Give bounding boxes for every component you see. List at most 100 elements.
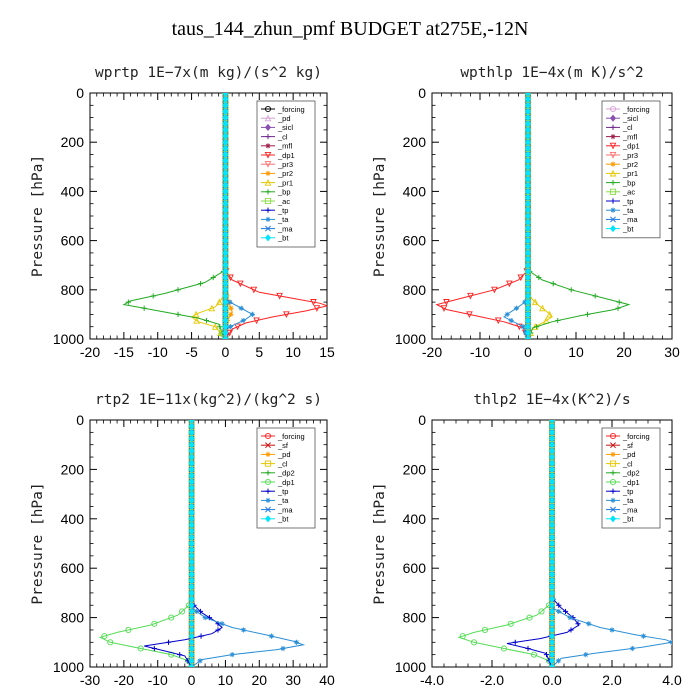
legend-marker — [610, 470, 616, 476]
y-tick-label: 600 — [403, 233, 427, 249]
legend-marker — [265, 225, 271, 232]
legend-marker — [264, 105, 272, 113]
legend-marker — [609, 432, 617, 440]
series-marker-bp — [550, 281, 556, 287]
legend-entry: _ac — [622, 188, 635, 197]
series-marker-bp — [592, 293, 598, 299]
series-marker-dp1 — [500, 645, 508, 652]
legend-marker — [264, 161, 272, 168]
panel-title: thlp2 1E−4x(K^2)/s — [473, 392, 630, 408]
legend-marker — [264, 432, 272, 440]
legend-marker — [265, 207, 271, 213]
legend-entry: _tp — [622, 197, 633, 206]
series-marker-dp1 — [470, 639, 478, 646]
legend-entry: _ma — [622, 505, 638, 514]
legend-marker — [264, 151, 272, 159]
series-marker-bt — [549, 663, 555, 667]
chart-panel-1: wprtp 1E−7x(m kg)/(s^2 kg) Pressure [hPa]… — [30, 65, 335, 360]
legend-marker — [265, 134, 271, 140]
legend-marker — [609, 169, 617, 177]
x-tick-label: -15 — [114, 344, 134, 360]
series-marker-ta — [249, 311, 256, 317]
series-marker-ta — [520, 324, 526, 330]
legend-marker — [610, 442, 616, 449]
series-marker-bp — [203, 317, 210, 324]
legend-marker — [610, 515, 616, 523]
legend-entry: _dp1 — [277, 151, 295, 160]
legend-marker — [265, 123, 271, 131]
series-marker-ma — [549, 420, 555, 423]
y-tick-label: 200 — [61, 134, 85, 150]
y-tick-label: 200 — [403, 461, 427, 477]
series-marker-dp1 — [491, 286, 498, 294]
legend-entry: _bt — [622, 224, 634, 233]
legend-entry: _ta — [277, 215, 289, 224]
series-marker-bt — [222, 335, 229, 339]
legend-entry: _bt — [277, 234, 289, 243]
legend-marker — [265, 216, 271, 222]
series-marker-ta — [609, 627, 615, 633]
series-marker-bp — [616, 299, 622, 305]
series-marker-bt — [525, 335, 531, 339]
legend-marker — [265, 488, 271, 494]
series-marker-ta — [197, 658, 203, 664]
x-tick-label: -4.0 — [420, 672, 444, 688]
x-tick-label: 40 — [319, 672, 335, 688]
legend-marker — [610, 225, 616, 233]
series-marker-dp1 — [227, 274, 234, 282]
series-marker-bt — [188, 663, 195, 667]
series-line-pr1 — [527, 93, 553, 339]
y-tick-label: 800 — [403, 610, 427, 626]
legend-entry: _ma — [277, 505, 293, 514]
legend-box — [601, 100, 661, 239]
legend-marker — [610, 161, 616, 167]
x-tick-label: -30 — [80, 672, 100, 688]
y-tick-label: 1000 — [395, 659, 426, 675]
y-tick-label: 400 — [403, 511, 427, 527]
series-marker-dp1 — [250, 286, 258, 294]
legend-marker — [265, 143, 271, 149]
series-line-ta — [551, 420, 672, 667]
x-tick-label: -10 — [148, 672, 168, 688]
series-marker-dp1 — [313, 305, 321, 312]
series-marker-bp — [125, 299, 131, 305]
series-marker-pr2 — [228, 311, 234, 317]
series-marker-bp — [175, 311, 181, 317]
series-marker-bp — [534, 324, 540, 330]
series-marker-bp — [198, 281, 204, 287]
panel-title: rtp2 1E−11x(kg^2)/(kg^2 s) — [95, 392, 322, 408]
series-line-bp — [527, 93, 631, 339]
series-marker-dp1 — [538, 608, 545, 615]
series-marker-ta — [240, 627, 247, 633]
legend-entry: _pd — [277, 450, 291, 459]
legend-marker — [609, 151, 617, 159]
series-line-ta — [191, 420, 306, 667]
series-marker-dp1 — [466, 311, 473, 319]
legend-marker — [609, 478, 617, 486]
series-marker-ma — [549, 664, 555, 667]
legend-entry: _pr1 — [622, 169, 638, 178]
legend-entry: _dp1 — [622, 478, 640, 487]
legend-marker — [265, 442, 271, 449]
series-marker-tp — [568, 627, 574, 633]
y-tick-label: 200 — [403, 134, 427, 150]
series-marker-ta — [229, 652, 235, 658]
legend-marker — [265, 515, 271, 523]
series-marker-ta — [227, 299, 233, 305]
x-tick-label: 10 — [218, 672, 234, 688]
legend-entry: _pr1 — [277, 178, 293, 187]
series-marker-ta — [583, 652, 589, 658]
legend-marker — [610, 207, 616, 213]
series-marker-ma — [222, 93, 229, 96]
x-tick-label: -20 — [114, 672, 134, 688]
x-tick-label: -20 — [422, 344, 442, 360]
legend-entry: _dp1 — [622, 142, 640, 151]
series-marker-dp1 — [310, 299, 317, 306]
series-marker-ta — [238, 305, 244, 311]
legend-marker — [609, 105, 617, 113]
legend-marker — [265, 506, 271, 513]
y-tick-label: 600 — [403, 560, 427, 576]
legend-entry: _sicl — [277, 123, 293, 132]
legend-entry: _cl — [622, 123, 633, 132]
series-line-tp — [506, 420, 580, 667]
